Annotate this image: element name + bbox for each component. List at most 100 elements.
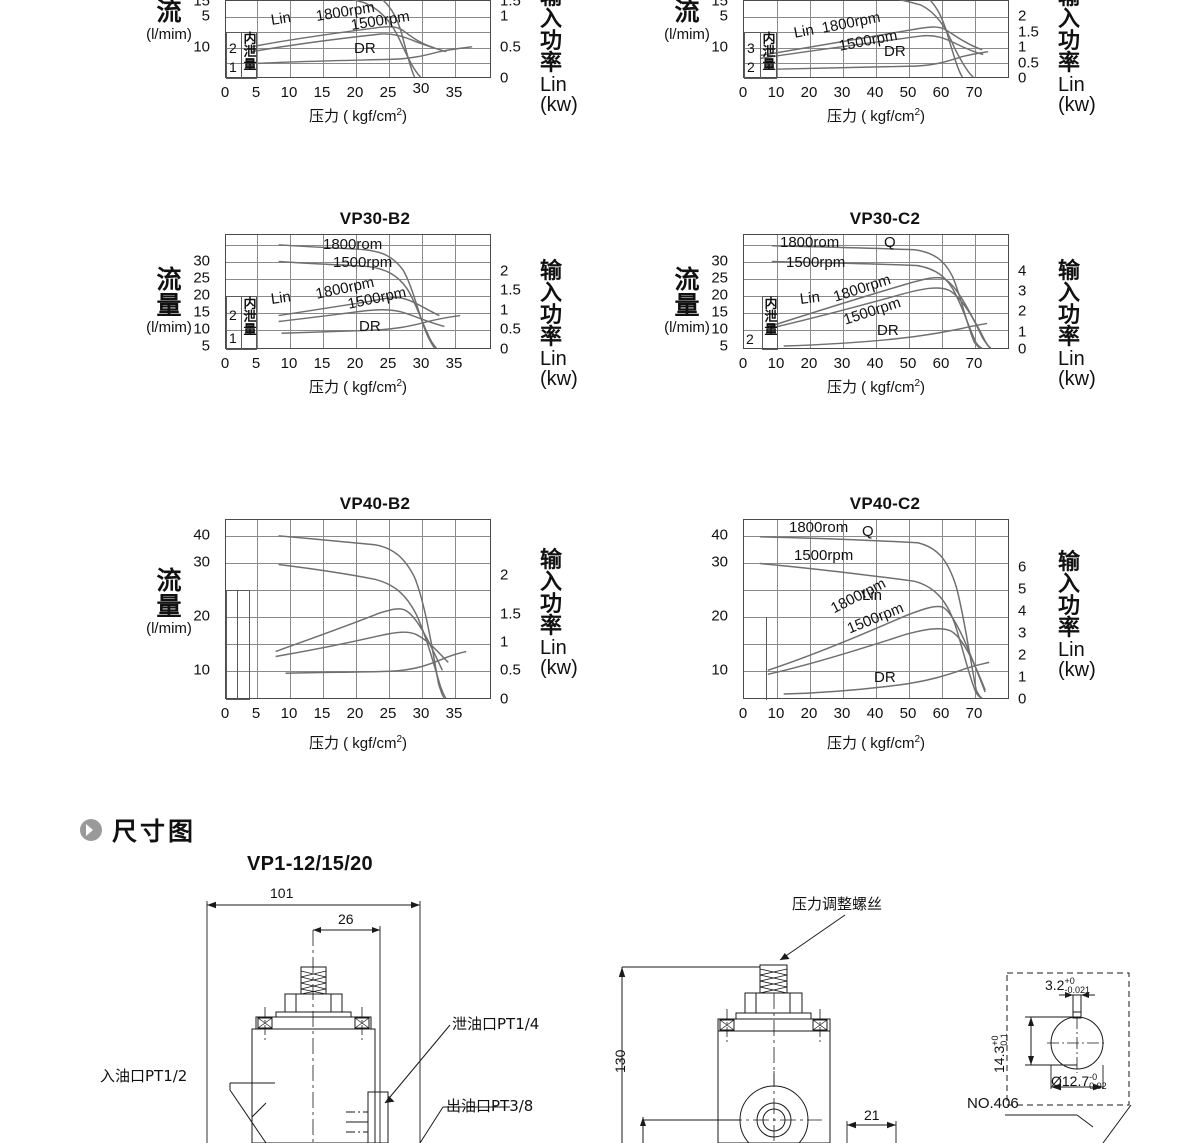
dim-shaft-diameter-tolerance: -0 0.02 xyxy=(1089,1072,1107,1092)
xtick-0: 0 xyxy=(220,355,230,372)
curve-label-dr: DR xyxy=(359,318,381,335)
curve-label-q-1800rom: 1800rom xyxy=(780,234,840,251)
r-cn-2: 入 xyxy=(540,7,563,32)
ytick-left-10: 10 xyxy=(711,320,728,338)
ytick-right-1: 1 xyxy=(500,633,509,651)
leak-value-2: 2 xyxy=(229,40,237,56)
x-cap-sup: 2 xyxy=(396,378,403,389)
chart-title: VP30-C2 xyxy=(849,209,921,228)
dim-shaft-diameter: Ø12.7 -0 0.02 xyxy=(1051,1072,1107,1092)
r-lat-kw: (kw) xyxy=(1058,368,1096,390)
leak-inset-divider xyxy=(766,617,767,700)
x-cap-unit: ( kgf/cm xyxy=(861,735,915,752)
x-cap-unit: ( kgf/cm xyxy=(343,379,397,396)
x-cap-unit: ( kgf/cm xyxy=(343,108,397,125)
curve-label-lin: Lin xyxy=(792,21,816,42)
plot-area: 1800rom Q 1500rpm Lin 1800rpm 1500rpm DR xyxy=(743,519,1009,700)
ytick-left-2: 15 xyxy=(711,0,728,10)
ytick-right-2: 1 xyxy=(500,7,509,25)
r-cn-4: 率 xyxy=(1058,616,1081,641)
ytick-left-10: 10 xyxy=(193,661,210,679)
r-cn-3: 功 xyxy=(540,29,563,54)
gridlines xyxy=(744,520,1008,698)
xtick-3: 15 xyxy=(313,84,331,101)
y-axis-cn-1: 流 xyxy=(156,0,182,26)
y-axis-caption-right: 输 入 功 率 Lin (kw) xyxy=(1058,0,1096,115)
xtick-6: 30 xyxy=(412,705,430,722)
tol-upper: -0 xyxy=(1089,1072,1098,1082)
x-cap-cn: 压力 xyxy=(826,379,857,396)
xtick-3: 15 xyxy=(313,355,331,372)
leak-value-2: 2 xyxy=(746,331,754,347)
ytick-right-1: 1 xyxy=(1018,323,1027,341)
x-cap-sup: 2 xyxy=(914,734,921,745)
chart-title: VP40-C2 xyxy=(849,494,921,513)
xtick-2: 20 xyxy=(800,355,818,372)
xtick-0: 0 xyxy=(220,84,230,101)
xtick-7: 70 xyxy=(965,705,983,722)
xtick-4: 40 xyxy=(866,705,884,722)
curve-label-dr: DR xyxy=(884,43,906,60)
bullet-arrow-icon xyxy=(80,819,102,841)
xtick-5: 50 xyxy=(899,355,917,372)
curve-label-q-1800rom: 1800rom xyxy=(789,519,849,536)
curve-label-lin: Lin xyxy=(862,587,883,604)
y-axis-cn-1: 流 xyxy=(674,265,700,294)
xtick-5: 50 xyxy=(899,705,917,722)
ytick-right-0: 0 xyxy=(1018,690,1027,708)
label-drain-port: 泄油口PT1/4 xyxy=(452,1015,540,1033)
side-view-drawing: 压力调整螺丝 130 21 xyxy=(600,885,940,1143)
ytick-right-4: 2 xyxy=(1018,7,1027,25)
ytick-right-1: 0.5 xyxy=(1018,54,1039,72)
xtick-2: 20 xyxy=(800,84,818,101)
r-cn-1: 输 xyxy=(1058,550,1081,575)
drawing-title: VP1-12/15/20 xyxy=(247,853,373,875)
r-cn-2: 入 xyxy=(540,570,563,595)
ytick-left-10: 10 xyxy=(193,320,210,338)
xtick-2: 10 xyxy=(280,355,298,372)
curve-label-q-1500rpm: 1500rpm xyxy=(786,254,846,271)
r-cn-2: 入 xyxy=(1058,572,1081,597)
ytick-right-2: 1 xyxy=(1018,38,1027,56)
curve-layer xyxy=(769,245,992,349)
r-lat-kw: (kw) xyxy=(1058,94,1096,116)
r-cn-1: 输 xyxy=(540,548,563,573)
y-axis-cn-1: 流 xyxy=(156,265,182,294)
xtick-5: 25 xyxy=(379,355,397,372)
ytick-left-1: 10 xyxy=(711,38,728,56)
ytick-right-0: 0 xyxy=(500,690,509,708)
chart-title: VP40-B2 xyxy=(339,494,411,513)
dim-width-21: 21 xyxy=(864,1107,880,1123)
xtick-3: 15 xyxy=(313,705,331,722)
leak-label: 内泄量 xyxy=(764,297,778,338)
xtick-4: 40 xyxy=(866,355,884,372)
ytick-left-40: 40 xyxy=(193,526,210,544)
y-axis-cn-1: 流 xyxy=(674,0,700,26)
leak-inset-divider xyxy=(241,32,257,79)
xtick-6: 60 xyxy=(932,84,950,101)
label-outlet-port: 出油口PT3/8 xyxy=(446,1097,534,1115)
x-cap-sup: 2 xyxy=(396,107,403,118)
curve-layer xyxy=(251,0,473,78)
x-axis-caption: 压力 ( kgf/cm2) xyxy=(309,732,407,753)
xtick-7: 35 xyxy=(445,355,463,372)
ytick-left-25: 25 xyxy=(711,269,728,287)
curve-label-dr: DR xyxy=(354,40,376,57)
y-axis-unit: (l/mim) xyxy=(146,25,192,43)
ytick-right-0: 0 xyxy=(500,69,509,87)
curve-label-lin: Lin xyxy=(798,288,821,308)
r-cn-4: 率 xyxy=(1058,51,1081,76)
gridlines xyxy=(744,235,1008,348)
ytick-right-3: 3 xyxy=(1018,624,1027,642)
y-axis-caption-right: 输 入 功 率 Lin (kw) xyxy=(1058,550,1096,681)
xtick-3: 30 xyxy=(833,84,851,101)
leak-label: 内泄量 xyxy=(243,297,257,338)
y-axis-caption-left: 流 量 (l/mim) xyxy=(132,267,206,335)
y-axis-caption-left: 流 量 (l/mim) xyxy=(132,568,206,636)
x-cap-cn: 压力 xyxy=(308,379,339,396)
ytick-right-4: 4 xyxy=(1018,602,1027,620)
leak-label: 内泄量 xyxy=(243,32,257,73)
x-cap-sup: 2 xyxy=(396,734,403,745)
x-cap-cn: 压力 xyxy=(826,735,857,752)
gridlines xyxy=(226,1,490,77)
